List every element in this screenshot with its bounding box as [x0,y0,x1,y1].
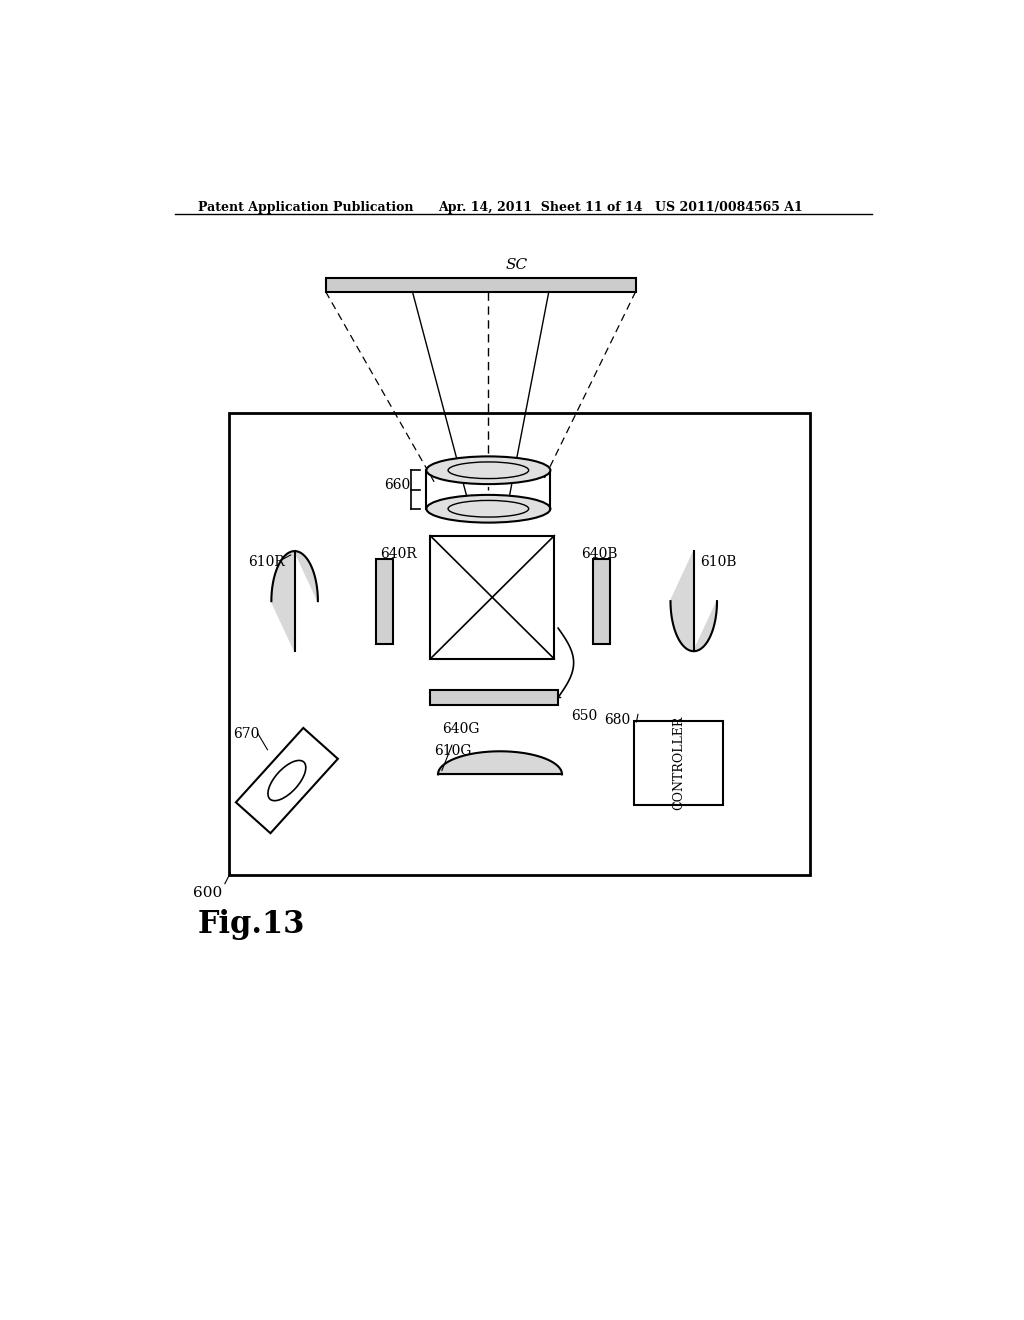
Polygon shape [236,727,338,833]
Polygon shape [271,552,317,651]
Text: US 2011/0084565 A1: US 2011/0084565 A1 [655,201,803,214]
Bar [376,558,393,644]
Text: Patent Application Publication: Patent Application Publication [198,201,414,214]
Text: 600: 600 [194,886,222,900]
Ellipse shape [426,457,550,484]
Text: Apr. 14, 2011  Sheet 11 of 14: Apr. 14, 2011 Sheet 11 of 14 [438,201,642,214]
Text: 640G: 640G [442,722,479,737]
Bar [326,277,636,292]
Text: 610B: 610B [700,554,736,569]
Bar [228,413,810,875]
Text: 650: 650 [571,709,598,723]
Bar [430,536,554,659]
Polygon shape [671,552,717,651]
Text: 610G: 610G [434,743,472,758]
Bar [430,690,558,705]
Text: 640B: 640B [582,548,617,561]
Text: 640R: 640R [380,548,417,561]
Bar [593,558,610,644]
Text: 670: 670 [232,726,259,741]
Text: CONTROLLER: CONTROLLER [672,715,685,810]
Text: 660: 660 [384,478,410,492]
Polygon shape [438,751,562,775]
Text: Fig.13: Fig.13 [198,909,305,940]
Ellipse shape [426,495,550,523]
Text: 610R: 610R [248,554,285,569]
Text: SC: SC [506,257,527,272]
Text: 680: 680 [604,713,630,727]
Bar [634,721,723,805]
